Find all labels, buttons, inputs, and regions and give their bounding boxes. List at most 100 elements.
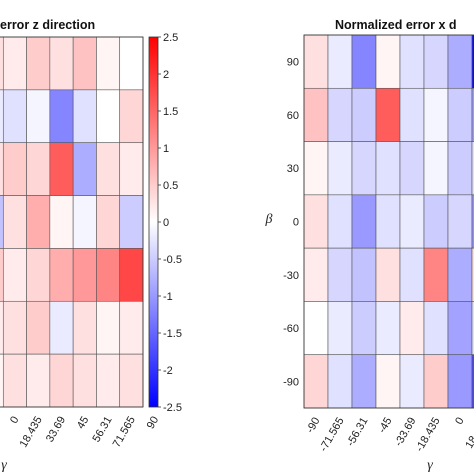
right-heatmap-cell xyxy=(471,87,474,142)
left-heatmap-cell xyxy=(96,89,121,144)
right-heatmap-cell xyxy=(351,34,377,89)
left-heatmap-cell xyxy=(0,353,4,408)
colorbar-gradient xyxy=(148,36,159,408)
colorbar-tick-label: 1 xyxy=(163,143,169,155)
colorbar-tick-label: -0.5 xyxy=(163,254,182,266)
right-heatmap-cell xyxy=(423,194,449,249)
left-heatmap-cell xyxy=(2,89,27,144)
right-heatmap-cell xyxy=(447,141,473,196)
right-heatmap-cell xyxy=(399,194,425,249)
left-heatmap-cell xyxy=(2,195,27,249)
left-heatmap-cell xyxy=(26,195,51,249)
right-y-tick-label: 90 xyxy=(287,57,299,69)
colorbar-tick-label: 1.5 xyxy=(163,106,178,118)
left-heatmap-cell xyxy=(26,248,51,302)
left-heatmap-cell xyxy=(96,142,121,196)
colorbar-tick-label: -1.5 xyxy=(163,328,182,340)
left-heatmap-cell xyxy=(72,36,97,91)
right-heatmap-cell xyxy=(375,247,401,302)
right-heatmap-cell xyxy=(327,301,353,356)
left-heatmap-cell xyxy=(26,300,51,355)
right-x-tick-label: -33.69 xyxy=(393,416,419,449)
colorbar-tick-label: 0.5 xyxy=(163,180,178,192)
left-x-tick-label: 33.69 xyxy=(44,415,68,445)
right-y-tick-label: -60 xyxy=(283,323,299,335)
right-heatmap-cell xyxy=(351,354,377,409)
left-heatmap-cell xyxy=(49,248,74,302)
right-x-tick-label: -56.31 xyxy=(345,416,371,449)
left-heatmap-cell xyxy=(26,142,51,196)
left-x-tick-label: 45 xyxy=(75,415,92,432)
left-heatmap-cell xyxy=(0,248,4,302)
right-heatmap-cell xyxy=(399,87,425,142)
right-heatmap-cell xyxy=(399,141,425,196)
right-heatmap-cell xyxy=(303,34,329,89)
right-heatmap-cell xyxy=(399,354,425,409)
right-heatmap-cell xyxy=(423,354,449,409)
right-heatmap-cell xyxy=(423,87,449,142)
right-heatmap-cell xyxy=(303,354,329,409)
right-chart-title: Normalized error x d xyxy=(335,18,457,32)
left-heatmap-cell xyxy=(72,248,97,302)
right-y-tick-labels: 90 60 30 0 -30 -60 -90 xyxy=(283,57,299,389)
right-heatmap-cell xyxy=(303,141,329,196)
right-heatmap-cell xyxy=(423,34,449,89)
left-heatmap-cell xyxy=(72,195,97,249)
right-heatmap-cell xyxy=(423,247,449,302)
right-heatmap-cell xyxy=(399,301,425,356)
left-x-axis-label: γ xyxy=(1,458,7,473)
left-heatmap-cell xyxy=(96,36,121,91)
left-heatmap-cell xyxy=(26,353,51,408)
left-heatmap-cell xyxy=(96,353,121,408)
colorbar-tick-label: -2 xyxy=(163,365,173,377)
left-heatmap-cell xyxy=(96,195,121,249)
left-heatmap-cell xyxy=(0,36,4,91)
left-chart-title: error z direction xyxy=(0,18,95,32)
left-heatmap-cell xyxy=(49,89,74,144)
right-y-axis-label: β xyxy=(265,212,273,227)
right-heatmap-cell xyxy=(423,301,449,356)
right-plot-frame xyxy=(303,34,474,409)
left-x-tick-label: 18.435 xyxy=(18,415,45,450)
right-heatmap-cell xyxy=(471,194,474,249)
left-heatmap-cell xyxy=(49,300,74,355)
right-heatmap-cell xyxy=(399,34,425,89)
left-x-tick-label: 0 xyxy=(8,415,21,426)
right-heatmap-cell xyxy=(351,141,377,196)
right-x-axis-label: γ xyxy=(427,458,433,473)
left-x-tick-label: 90 xyxy=(145,415,162,432)
left-heatmap-cell xyxy=(49,353,74,408)
right-heatmap-cell xyxy=(471,141,474,196)
left-heatmap-cell xyxy=(119,195,144,249)
left-x-tick-label: 71.565 xyxy=(111,415,138,450)
right-heatmap-cell xyxy=(303,301,329,356)
left-heatmap-cell xyxy=(72,300,97,355)
colorbar-tick-label: 0 xyxy=(163,217,169,229)
right-y-tick-label: -30 xyxy=(283,270,299,282)
left-heatmap-cell xyxy=(72,89,97,144)
left-x-tick-label: 56.31 xyxy=(91,415,115,445)
right-heatmap-cell xyxy=(327,354,353,409)
right-heatmap-cell xyxy=(447,301,473,356)
left-heatmap-cell xyxy=(119,300,144,355)
left-heatmap-cell xyxy=(72,353,97,408)
right-heatmap-cell xyxy=(327,34,353,89)
left-heatmap-cell xyxy=(119,36,144,91)
right-heatmap-cell xyxy=(375,34,401,89)
right-heatmap-cell xyxy=(351,301,377,356)
right-heatmap-cell xyxy=(471,34,474,89)
right-heatmap-cell xyxy=(447,34,473,89)
left-heatmap-cell xyxy=(72,142,97,196)
right-heatmap-cell xyxy=(375,301,401,356)
colorbar-tick-label: -1 xyxy=(163,291,173,303)
right-x-tick-label: -90 xyxy=(304,416,322,436)
colorbar-tick-label: 2 xyxy=(163,69,169,81)
right-y-tick-label: 0 xyxy=(293,217,299,229)
right-y-tick-label: 30 xyxy=(287,163,299,175)
right-heatmap-cell xyxy=(375,141,401,196)
left-heatmap-cell xyxy=(0,300,4,355)
left-heatmap-cell xyxy=(49,142,74,196)
colorbar: 2.5 2 1.5 1 0.5 0 -0.5 -1 -1.5 -2 -2.5 xyxy=(148,32,182,414)
right-heatmap-cell xyxy=(447,354,473,409)
